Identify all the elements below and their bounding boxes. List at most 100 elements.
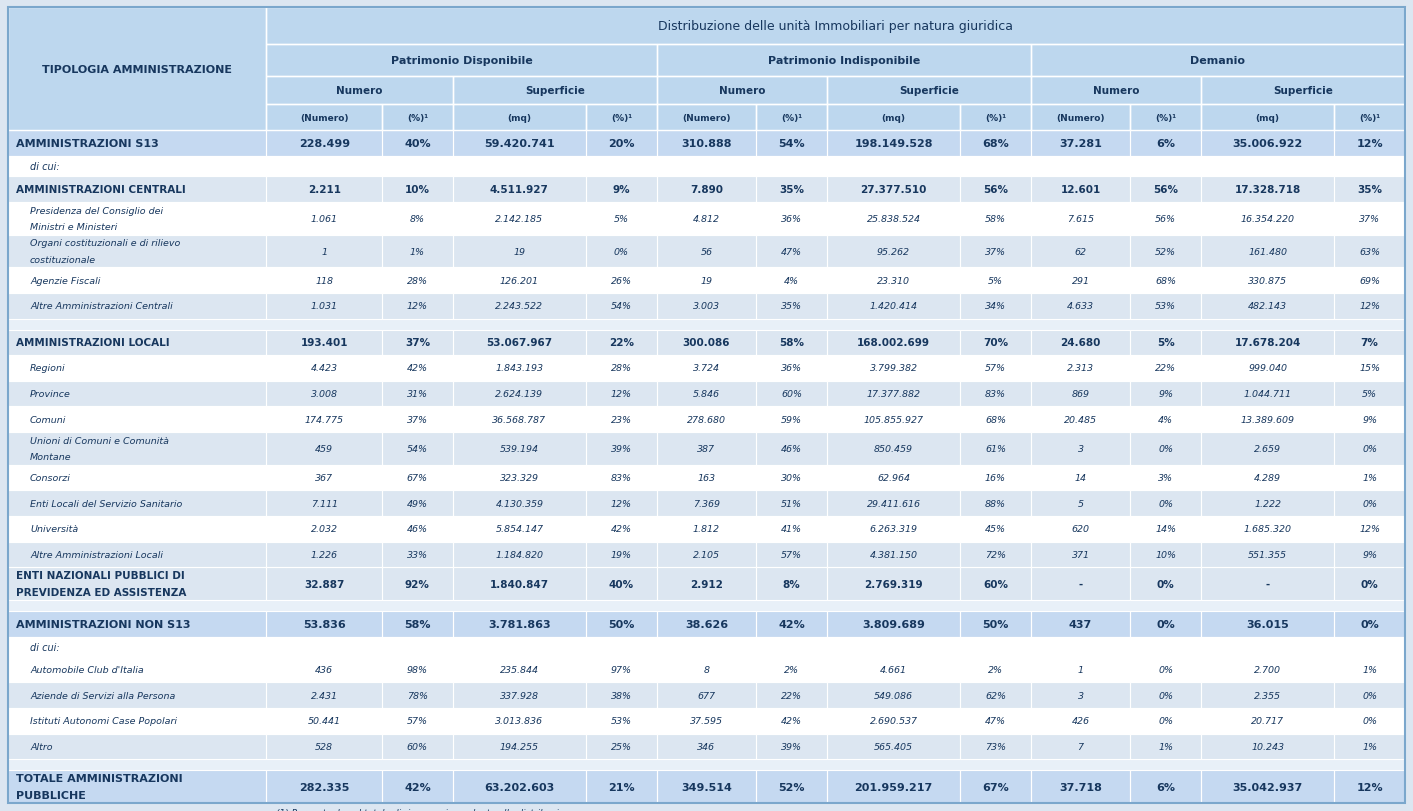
Bar	[8, 330, 267, 356]
Text: Enti Locali del Servizio Sanitario: Enti Locali del Servizio Sanitario	[30, 499, 182, 508]
Text: 73%: 73%	[985, 742, 1006, 751]
Bar	[1334, 356, 1405, 381]
Bar	[1031, 432, 1130, 466]
Text: 83%: 83%	[985, 389, 1006, 399]
Bar	[756, 203, 827, 235]
Bar	[452, 611, 586, 637]
Bar	[8, 381, 267, 407]
Bar	[657, 770, 756, 803]
Bar	[961, 356, 1031, 381]
Text: 539.194: 539.194	[500, 444, 538, 453]
Text: 118: 118	[315, 277, 333, 285]
Bar	[827, 235, 961, 268]
Text: 1.685.320: 1.685.320	[1243, 525, 1291, 534]
Bar	[1130, 330, 1201, 356]
Bar	[452, 491, 586, 517]
Bar	[1334, 637, 1405, 657]
Bar	[827, 381, 961, 407]
Bar	[586, 381, 657, 407]
Text: 12%: 12%	[1356, 139, 1383, 149]
Bar	[1201, 517, 1334, 542]
Bar	[452, 157, 586, 177]
Text: 25.838.524: 25.838.524	[866, 214, 920, 224]
Text: 371: 371	[1071, 550, 1089, 560]
Bar	[1130, 407, 1201, 432]
Bar	[1201, 770, 1334, 803]
Bar	[452, 466, 586, 491]
Bar	[827, 568, 961, 600]
Bar	[267, 517, 382, 542]
Bar	[452, 407, 586, 432]
Text: 40%: 40%	[404, 139, 431, 149]
Bar	[452, 770, 586, 803]
Bar	[1201, 734, 1334, 759]
Bar	[8, 637, 267, 657]
Bar	[382, 356, 452, 381]
Text: 10%: 10%	[1156, 550, 1176, 560]
Bar	[1031, 105, 1130, 131]
Text: 19: 19	[701, 277, 712, 285]
Bar	[1201, 330, 1334, 356]
Bar	[382, 407, 452, 432]
Bar	[382, 381, 452, 407]
Text: Consorzi: Consorzi	[30, 474, 71, 483]
Text: 20.485: 20.485	[1064, 415, 1096, 424]
Bar	[756, 683, 827, 708]
Bar	[1334, 294, 1405, 320]
Bar	[452, 770, 586, 803]
Bar	[756, 330, 827, 356]
Text: 53%: 53%	[610, 716, 632, 726]
Bar	[267, 8, 1405, 45]
Bar	[961, 268, 1031, 294]
Bar	[756, 105, 827, 131]
Text: 60%: 60%	[983, 579, 1007, 589]
Text: 6.263.319: 6.263.319	[869, 525, 917, 534]
Bar	[1201, 268, 1334, 294]
Bar	[1334, 177, 1405, 203]
Bar	[1031, 131, 1130, 157]
Bar	[382, 517, 452, 542]
Bar	[586, 203, 657, 235]
Text: 1%: 1%	[1362, 665, 1378, 674]
Text: 198.149.528: 198.149.528	[855, 139, 933, 149]
Bar	[382, 131, 452, 157]
Text: 5%: 5%	[613, 214, 629, 224]
Bar	[961, 235, 1031, 268]
Bar	[961, 268, 1031, 294]
Text: (%)¹: (%)¹	[407, 114, 428, 122]
Text: 551.355: 551.355	[1248, 550, 1287, 560]
Bar	[8, 517, 267, 542]
Bar	[1334, 294, 1405, 320]
Text: 30%: 30%	[781, 474, 803, 483]
Bar	[657, 517, 756, 542]
Text: 38.626: 38.626	[685, 619, 728, 629]
Text: 5.846: 5.846	[692, 389, 721, 399]
Bar	[657, 568, 756, 600]
Bar	[756, 708, 827, 734]
Bar	[586, 683, 657, 708]
Bar	[586, 683, 657, 708]
Bar	[267, 131, 382, 157]
Text: 21%: 21%	[608, 782, 634, 792]
Text: 35%: 35%	[779, 185, 804, 195]
Text: 52%: 52%	[1156, 247, 1176, 256]
Text: 12%: 12%	[1359, 302, 1381, 311]
Bar	[657, 432, 756, 466]
Bar	[1130, 157, 1201, 177]
Text: 426: 426	[1071, 716, 1089, 726]
Bar	[756, 466, 827, 491]
Text: 52%: 52%	[779, 782, 805, 792]
Text: 4.511.927: 4.511.927	[490, 185, 548, 195]
Bar	[382, 734, 452, 759]
Bar	[827, 76, 1031, 105]
Text: 235.844: 235.844	[500, 665, 538, 674]
Bar	[756, 131, 827, 157]
Text: 12%: 12%	[1359, 525, 1381, 534]
Bar	[1031, 45, 1405, 76]
Bar	[586, 294, 657, 320]
Text: (mq): (mq)	[1256, 114, 1280, 122]
Bar	[586, 407, 657, 432]
Bar	[8, 683, 267, 708]
Text: 278.680: 278.680	[687, 415, 726, 424]
Bar	[1334, 637, 1405, 657]
